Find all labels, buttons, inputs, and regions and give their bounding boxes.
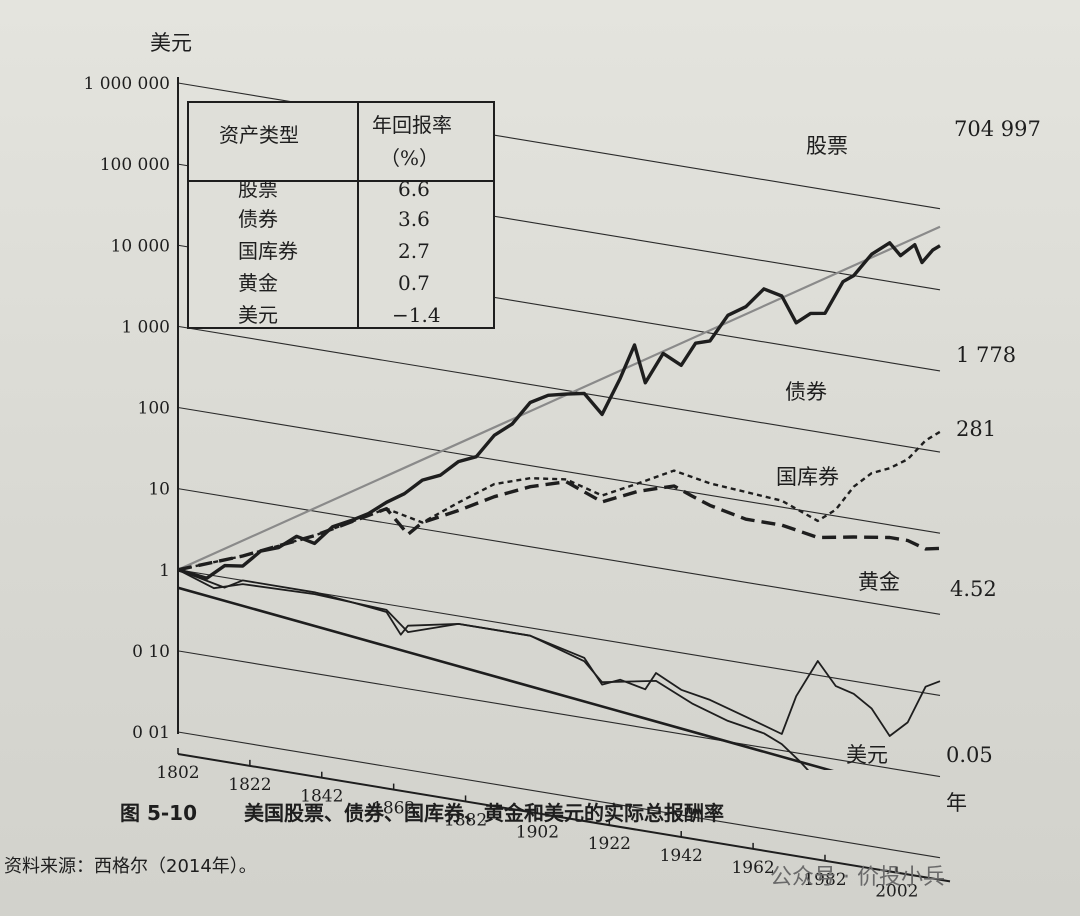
series-line-1 (178, 430, 941, 571)
series-line-4 (178, 568, 810, 770)
y-axis-unit-label: 美元 (150, 31, 192, 55)
series-end-label-2: 281 (956, 417, 996, 441)
gridline-y-4 (177, 406, 941, 534)
figure-title: 美国股票、债券、国库券、黄金和美元的实际总报酬率 (244, 801, 724, 825)
table-header-percent: （%） (380, 146, 439, 170)
y-tick-label-7: 0 10 (132, 642, 170, 662)
trend-lines (178, 225, 941, 770)
y-tick-label-4: 100 (138, 399, 170, 419)
x-tick-label-5: 1902 (516, 822, 559, 842)
x-tick-label-10: 2002 (875, 882, 918, 902)
trend-line-0 (178, 225, 941, 571)
table-rate-1: 3.6 (398, 207, 430, 231)
table-asset-3: 黄金 (238, 271, 278, 295)
gridline-y-8 (177, 731, 941, 859)
figure-source: 资料来源：西格尔（2014年）。 (4, 856, 257, 877)
table-asset-2: 国库券 (238, 239, 298, 263)
series-end-label-0: 704 997 (954, 117, 1041, 141)
x-tick-label-0: 1802 (156, 763, 199, 783)
table-rate-4: −1.4 (392, 303, 441, 327)
figure-number: 图 5-10 (120, 801, 197, 825)
gridline-y-5 (177, 488, 941, 615)
series-name-label-0: 股票 (806, 134, 848, 158)
watermark: 公众号 · 价投小兵 (770, 865, 945, 890)
table-header-rate: 年回报率 (372, 113, 452, 137)
gridline-y-7 (177, 650, 941, 778)
y-tick-label-5: 10 (148, 480, 170, 500)
table-header-asset: 资产类型 (219, 123, 299, 147)
x-tick-label-1: 1822 (228, 775, 271, 795)
series-name-label-3: 黄金 (858, 570, 900, 594)
x-tick-label-2: 1842 (300, 787, 343, 807)
table-asset-0: 股票 (238, 177, 278, 201)
y-tick-label-2: 10 000 (111, 236, 170, 256)
table-rate-0: 6.6 (398, 177, 430, 201)
table-asset-4: 美元 (238, 303, 278, 327)
series-end-label-4: 0.05 (946, 743, 993, 767)
y-tick-label-8: 0 01 (132, 723, 170, 743)
series-line-2 (178, 480, 941, 572)
series-line-3 (178, 568, 941, 737)
return-table: 资产类型 年回报率 （%） 股票 债券 国库券 黄金 美元 6.6 3.6 2.… (187, 101, 495, 329)
series-end-label-1: 1 778 (956, 343, 1016, 367)
x-tick-label-7: 1942 (660, 846, 703, 866)
x-tick-label-6: 1922 (588, 834, 631, 854)
x-tick-label-3: 1862 (372, 799, 415, 819)
series-lines (178, 241, 941, 770)
gridline-y-3 (177, 325, 941, 453)
y-tick-labels: 1 000 000 100 000 10 000 1 000 100 10 1 0 10 0 0… (83, 74, 170, 743)
x-tick-labels: 1802 1822 1842 1862 1882 1902 1922 1942 1962 1982… (156, 763, 918, 902)
series-end-label-3: 4.52 (950, 577, 997, 601)
table-asset-1: 债券 (238, 207, 278, 231)
series-name-label-2: 国库券 (776, 465, 839, 489)
y-tick-label-6: 1 (159, 561, 170, 581)
series-name-label-1: 债券 (785, 380, 827, 404)
y-tick-label-1: 100 000 (100, 155, 170, 175)
trend-line-1 (178, 586, 834, 770)
series-labels: 股票 704 997 债券 1 778 国库券 281 黄金 4.52 美元 0.05 (776, 117, 1041, 767)
table-border (187, 101, 495, 329)
y-tick-label-0: 1 000 000 (83, 74, 170, 94)
series-name-label-4: 美元 (846, 743, 888, 767)
x-tick-label-8: 1962 (731, 858, 774, 878)
table-rate-2: 2.7 (398, 239, 430, 263)
x-tick-label-9: 1982 (803, 870, 846, 890)
x-axis-unit-label: 年 (946, 791, 967, 815)
table-rate-3: 0.7 (398, 271, 430, 295)
x-tick-label-4: 1882 (444, 810, 487, 830)
x-axis-line (177, 753, 951, 883)
y-tick-label-3: 1 000 (121, 317, 170, 337)
